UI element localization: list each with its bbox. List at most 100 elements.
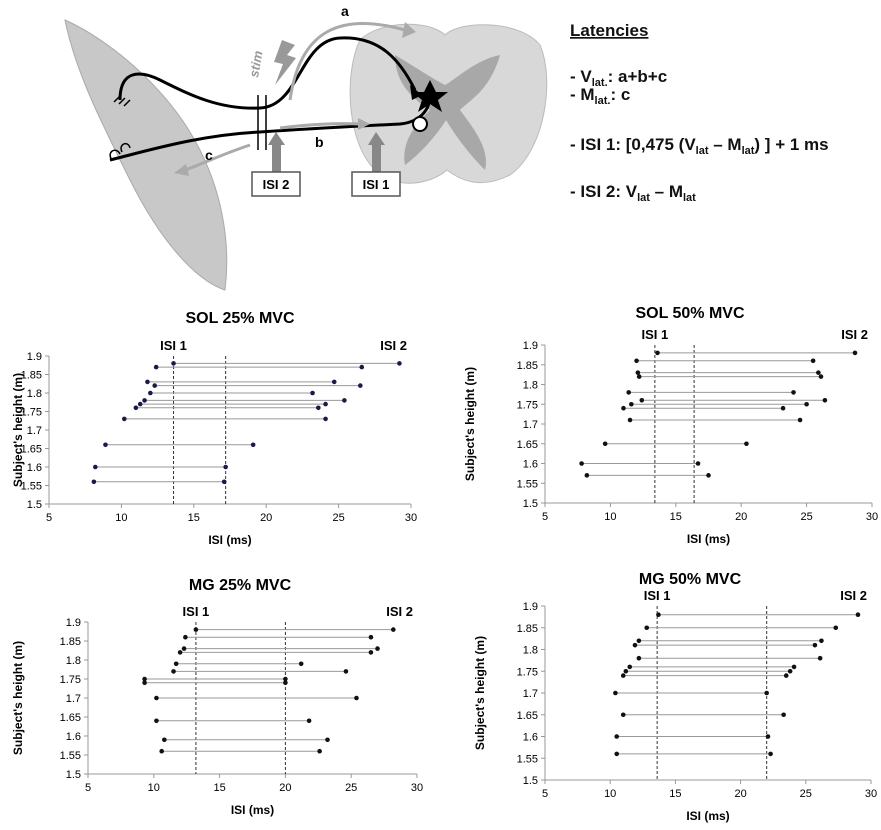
x-tick-label: 30 (411, 782, 423, 794)
x-axis-label: ISI (ms) (686, 809, 729, 823)
latency-line: - Mlat.: c (570, 85, 630, 107)
dot (614, 751, 620, 757)
x-tick-label: 25 (345, 782, 357, 794)
x-axis-label: ISI (ms) (208, 533, 251, 547)
y-tick-label: 1.65 (21, 444, 42, 456)
x-tick-label: 15 (669, 788, 681, 800)
dot (368, 634, 374, 640)
dot (153, 364, 159, 370)
subscript: lat (637, 192, 650, 204)
arrowhead (174, 164, 189, 176)
dot (142, 398, 147, 403)
x-tick-label: 15 (188, 512, 200, 524)
dot (627, 664, 633, 670)
latency-text: : a+b+c (608, 67, 668, 86)
dot (171, 669, 176, 674)
y-tick-label: 1.7 (66, 693, 81, 705)
dot (787, 668, 793, 674)
dot (323, 416, 328, 422)
y-tick-label: 1.85 (517, 360, 538, 372)
y-tick-label: 1.9 (523, 601, 538, 613)
box-label: ISI 1 (363, 177, 390, 192)
chart-title: MG 50% MVC (639, 571, 742, 588)
y-tick-label: 1.55 (21, 481, 42, 493)
path-label: a (341, 3, 349, 19)
dot (177, 650, 183, 655)
x-tick-label: 20 (279, 782, 291, 794)
dot (620, 673, 626, 678)
x-tick-label: 25 (800, 788, 812, 800)
dot (221, 479, 227, 485)
y-tick-label: 1.55 (517, 478, 538, 490)
afferent-nerve (118, 36, 417, 110)
dot (627, 417, 633, 423)
dot (579, 461, 584, 466)
y-tick-label: 1.75 (517, 399, 538, 411)
dot (93, 464, 98, 470)
dot (620, 712, 626, 718)
dot (152, 383, 158, 388)
latency-line: - Vlat.: a+b+c (570, 67, 667, 89)
latency-text: - ISI 1: [0,475 (V (570, 135, 696, 154)
dot (142, 680, 147, 686)
x-tick-label: 30 (865, 788, 877, 800)
dot (358, 383, 363, 388)
x-tick-label: 5 (542, 788, 548, 800)
dot (331, 379, 337, 385)
dot (818, 374, 824, 379)
dot (181, 646, 187, 651)
dot (354, 695, 359, 701)
dot (764, 690, 769, 696)
dot (812, 642, 818, 648)
dot (614, 734, 620, 739)
dot (325, 737, 330, 743)
dot (626, 390, 632, 395)
dot (791, 664, 797, 670)
x-axis-label: ISI (ms) (687, 532, 730, 546)
y-tick-label: 1.6 (523, 732, 538, 744)
dot (852, 350, 858, 356)
dot (621, 405, 626, 411)
x-tick-label: 5 (46, 512, 52, 524)
latency-line: - ISI 2: Vlat – Mlat (570, 182, 696, 204)
dot (634, 358, 639, 364)
dot (368, 650, 374, 655)
y-tick-label: 1.8 (523, 645, 538, 657)
lightning (274, 40, 296, 85)
dot (133, 405, 139, 411)
dot (343, 669, 349, 674)
arrow-b (279, 122, 361, 130)
dot (783, 673, 789, 678)
dot (142, 676, 147, 682)
path-label: c (205, 147, 213, 163)
arrowhead (368, 132, 385, 145)
latency-text: - M (570, 85, 595, 104)
endplate (109, 142, 131, 161)
dot (306, 718, 312, 724)
y-tick-label: 1.5 (523, 775, 538, 787)
latency-text: – M (709, 135, 742, 154)
y-tick-label: 1.8 (523, 380, 538, 392)
dot (173, 661, 179, 667)
y-tick-label: 1.65 (517, 710, 538, 722)
dot (316, 405, 321, 411)
dot (791, 390, 796, 395)
dot (636, 374, 642, 379)
dot (636, 638, 642, 644)
x-tick-label: 25 (800, 511, 812, 523)
dot (635, 370, 641, 375)
chart-title: SOL 50% MVC (635, 305, 745, 322)
dot (602, 441, 608, 447)
series-label: ISI 1 (160, 338, 187, 353)
dot (137, 401, 143, 407)
y-tick-label: 1.85 (517, 623, 538, 635)
subscript: lat (683, 192, 696, 204)
series-label: ISI 1 (183, 604, 210, 619)
dot (644, 625, 650, 631)
path-label: b (315, 134, 324, 150)
y-tick-label: 1.55 (517, 753, 538, 765)
y-tick-label: 1.9 (27, 351, 42, 363)
arrowhead (402, 22, 416, 38)
dot (804, 401, 809, 407)
dot (121, 416, 127, 422)
